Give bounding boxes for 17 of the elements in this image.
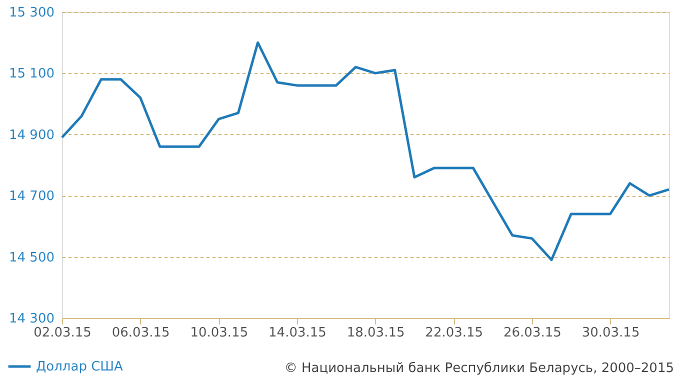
y-tick-label: 14 300 [9, 312, 54, 326]
y-tick-label: 14 900 [9, 128, 54, 143]
line-series [60, 41, 670, 262]
y-tick-label: 15 300 [9, 6, 54, 20]
text: © Национальный банк Республики Беларусь, 2000–2015 [284, 361, 674, 376]
x-tick-label: 26.03.15 [503, 326, 562, 340]
y-tick-label: 14 700 [9, 189, 54, 204]
y-tick-label: 14 500 [9, 250, 54, 266]
x-tick-label: 30.03.15 [582, 326, 640, 340]
x-tick-label: 18.03.15 [346, 326, 405, 340]
x-tick-label: 10.03.15 [190, 326, 248, 340]
legend-label: Доллар США [36, 360, 124, 374]
x-tick-label: 06.03.15 [112, 326, 170, 340]
x-tick-label: 22.03.15 [425, 326, 484, 340]
y-tick-label: 15 100 [9, 66, 54, 82]
x-tick-label: 02.03.15 [34, 326, 92, 340]
x-tick-label: 14.03.15 [268, 326, 326, 340]
